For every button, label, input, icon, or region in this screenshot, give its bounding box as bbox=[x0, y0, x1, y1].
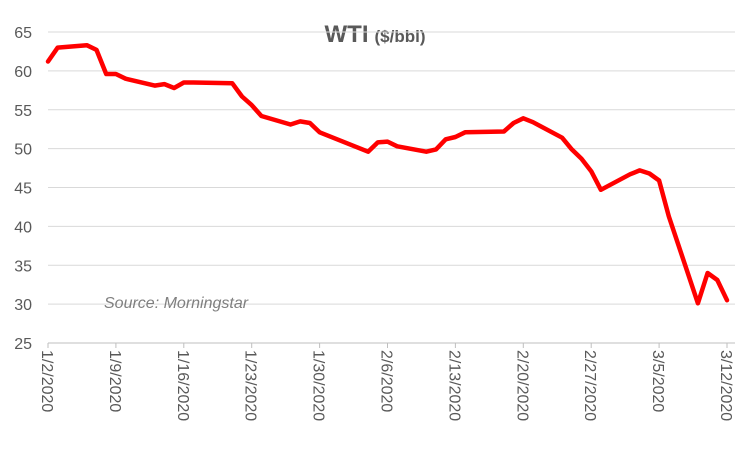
x-tick-label: 1/2/2020 bbox=[38, 350, 55, 412]
y-tick-label: 45 bbox=[14, 181, 32, 198]
y-tick-label: 30 bbox=[14, 297, 32, 314]
y-tick-label: 60 bbox=[14, 64, 32, 81]
x-tick-label: 1/16/2020 bbox=[174, 350, 191, 421]
y-tick-label: 25 bbox=[14, 336, 32, 353]
y-tick-label: 65 bbox=[14, 25, 32, 42]
x-tick-label: 1/30/2020 bbox=[310, 350, 327, 421]
x-tick-label: 2/6/2020 bbox=[378, 350, 395, 412]
y-tick-label: 55 bbox=[14, 103, 32, 120]
x-tick-label: 3/5/2020 bbox=[649, 350, 666, 412]
chart-title-unit: ($/bbl) bbox=[374, 27, 425, 46]
series-line-0 bbox=[45, 42, 730, 306]
y-tick-label: 40 bbox=[14, 219, 32, 236]
y-tick-label: 35 bbox=[14, 258, 32, 275]
gridlines bbox=[48, 31, 735, 344]
series-lines bbox=[45, 42, 730, 306]
y-tick-label: 50 bbox=[14, 142, 32, 159]
chart-title-main: WTI bbox=[325, 21, 369, 48]
x-tick-label: 2/27/2020 bbox=[581, 350, 598, 421]
source-annotation: Source: Morningstar bbox=[104, 295, 249, 312]
x-tick-label: 2/13/2020 bbox=[445, 350, 462, 421]
chart-title: WTI ($/bbl) bbox=[325, 21, 426, 48]
x-tick-label: 2/20/2020 bbox=[513, 350, 530, 421]
x-tick-label: 3/12/2020 bbox=[717, 350, 734, 421]
x-axis: 1/2/2020 1/9/2020 1/16/2020 1/23/2020 1/30/2… bbox=[38, 343, 734, 421]
x-tick-label: 1/23/2020 bbox=[242, 350, 259, 421]
y-axis: 25 30 35 40 45 50 55 60 65 bbox=[14, 25, 32, 353]
x-tick-label: 1/9/2020 bbox=[106, 350, 123, 412]
